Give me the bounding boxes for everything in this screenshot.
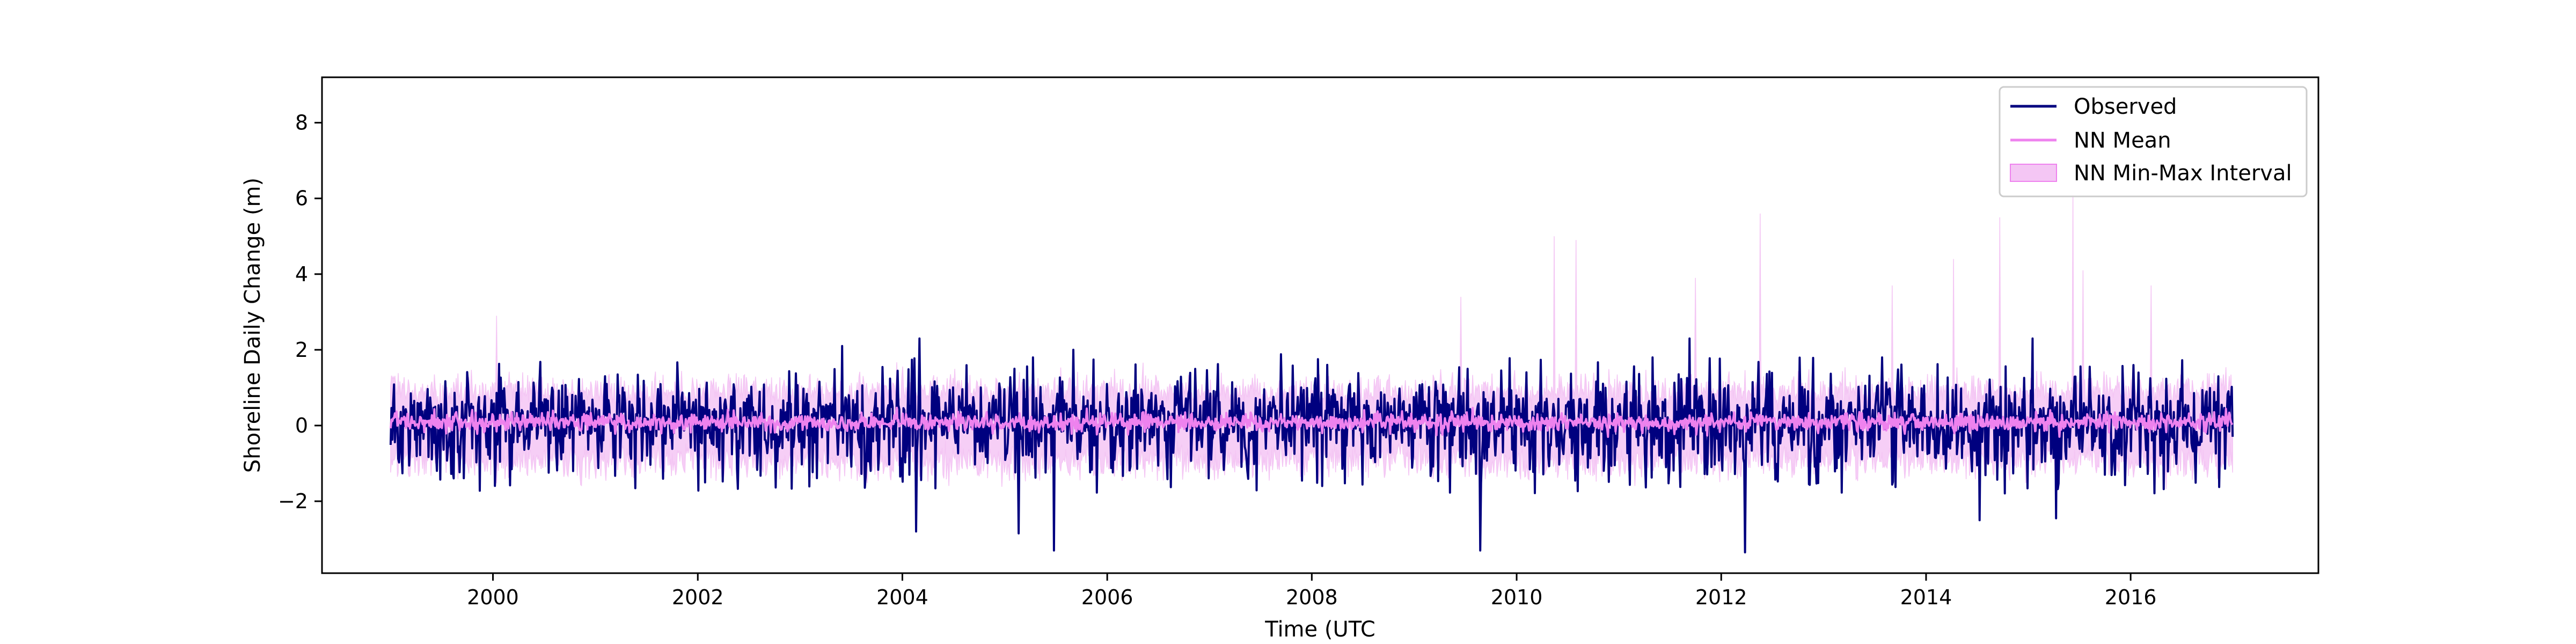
y-axis: −2 0 2 4 6 8 [278,111,322,513]
y-tick-label: −2 [278,489,308,513]
series-nn-mean [389,406,2234,438]
x-tick-label: 2000 [467,586,519,609]
legend: Observed NN Mean NN Min-Max Interval [1999,86,2308,197]
x-tick-label: 2006 [1081,586,1133,609]
x-tick-label: 2010 [1491,586,1543,609]
x-tick-label: 2016 [2105,586,2157,609]
legend-box [1999,86,2308,197]
y-tick-label: 4 [295,262,308,286]
x-tick-label: 2004 [876,586,928,609]
y-tick-label: 8 [295,111,308,135]
x-tick-label: 2014 [1900,586,1952,609]
y-tick-label: 2 [295,338,308,362]
x-tick-label: 2002 [672,586,724,609]
y-tick-label: 0 [295,414,308,437]
data-layer [389,194,2234,554]
x-axis: 2000 2002 2004 2006 2008 2010 2012 2014 2016 [467,573,2156,609]
x-axis-label: Time (UTC [1264,617,1375,642]
legend-label-nn-mean: NN Mean [2074,128,2171,153]
legend-label-observed: Observed [2074,94,2177,119]
x-tick-label: 2008 [1286,586,1338,609]
plot-frame [321,76,2319,574]
y-tick-label: 6 [295,187,308,210]
x-tick-label: 2012 [1695,586,1747,609]
legend-swatch-interval [2010,164,2057,182]
y-axis-label: Shoreline Daily Change (m) [240,178,265,473]
legend-label-interval: NN Min-Max Interval [2074,161,2292,186]
